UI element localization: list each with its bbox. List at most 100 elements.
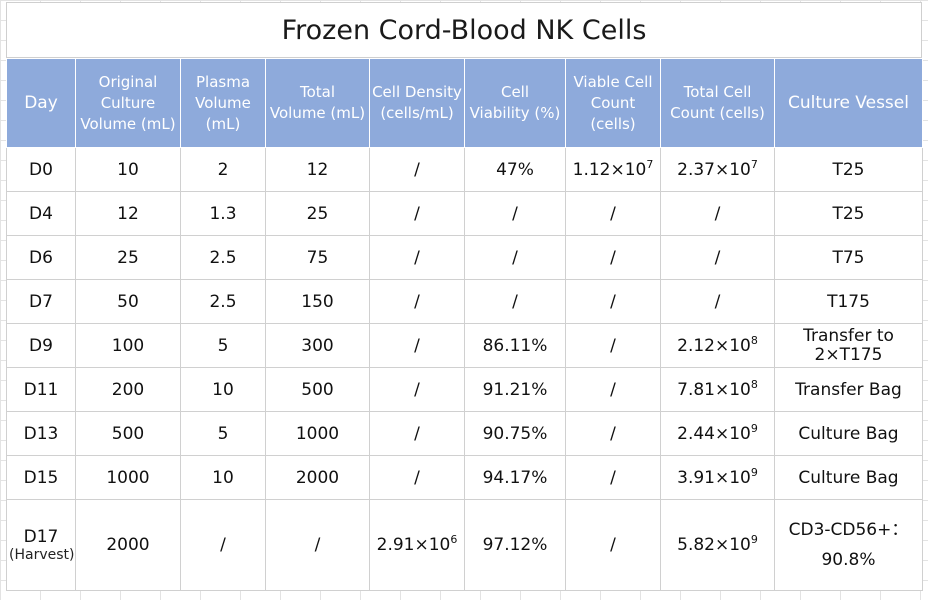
- header-cell-density[interactable]: Cell Density (cells/mL): [369, 58, 465, 148]
- cell-viable-count[interactable]: /: [565, 367, 661, 412]
- cell-viability[interactable]: 97.12%: [464, 499, 566, 591]
- header-viable-count[interactable]: Viable Cell Count (cells): [565, 58, 661, 148]
- cell-culture-vessel[interactable]: T175: [774, 279, 923, 324]
- cell-total-count[interactable]: /: [660, 191, 775, 236]
- cell-original-volume[interactable]: 100: [75, 323, 181, 368]
- cell-total-count[interactable]: 2.12×108: [660, 323, 775, 368]
- cell-total-volume[interactable]: 12: [265, 147, 370, 192]
- cell-viability[interactable]: /: [464, 279, 566, 324]
- cell-viability[interactable]: 91.21%: [464, 367, 566, 412]
- cell-viability[interactable]: 94.17%: [464, 455, 566, 500]
- cell-density[interactable]: /: [369, 279, 465, 324]
- cell-viable-count[interactable]: /: [565, 191, 661, 236]
- cell-total-volume[interactable]: 2000: [265, 455, 370, 500]
- cell-culture-vessel[interactable]: T75: [774, 235, 923, 280]
- cell-density[interactable]: /: [369, 323, 465, 368]
- cell-total-volume[interactable]: 150: [265, 279, 370, 324]
- cell-day[interactable]: D0: [6, 147, 76, 192]
- header-cell-viability[interactable]: Cell Viability (%): [464, 58, 566, 148]
- cell-density[interactable]: /: [369, 411, 465, 456]
- cell-density[interactable]: /: [369, 367, 465, 412]
- value-base: /: [610, 247, 616, 268]
- cell-total-volume[interactable]: 500: [265, 367, 370, 412]
- cell-total-count[interactable]: /: [660, 279, 775, 324]
- cell-total-count[interactable]: 2.37×107: [660, 147, 775, 192]
- cell-total-count[interactable]: 5.82×109: [660, 499, 775, 591]
- harvest-note: (Harvest): [9, 547, 75, 563]
- cell-viable-count[interactable]: /: [565, 411, 661, 456]
- cell-original-volume[interactable]: 500: [75, 411, 181, 456]
- cell-plasma-volume[interactable]: 5: [180, 411, 266, 456]
- cell-original-volume[interactable]: 2000: [75, 499, 181, 591]
- cell-density[interactable]: /: [369, 191, 465, 236]
- header-original-volume[interactable]: Original Culture Volume (mL): [75, 58, 181, 148]
- cell-culture-vessel[interactable]: T25: [774, 191, 923, 236]
- cell-total-volume[interactable]: 25: [265, 191, 370, 236]
- value-base: /: [610, 379, 616, 400]
- cell-culture-vessel[interactable]: CD3-CD56+： 90.8%: [774, 499, 923, 591]
- header-total-count[interactable]: Total Cell Count (cells): [660, 58, 775, 148]
- table-title: Frozen Cord-Blood NK Cells: [6, 2, 922, 58]
- cell-viability[interactable]: 47%: [464, 147, 566, 192]
- cell-original-volume[interactable]: 1000: [75, 455, 181, 500]
- cell-day[interactable]: D6: [6, 235, 76, 280]
- cell-plasma-volume[interactable]: 10: [180, 455, 266, 500]
- cell-viable-count[interactable]: /: [565, 455, 661, 500]
- cell-total-count[interactable]: 2.44×109: [660, 411, 775, 456]
- cell-day[interactable]: D7: [6, 279, 76, 324]
- cell-plasma-volume[interactable]: 1.3: [180, 191, 266, 236]
- value-base: /: [610, 203, 616, 224]
- cell-total-volume[interactable]: 300: [265, 323, 370, 368]
- value-base: /: [610, 335, 616, 356]
- cell-plasma-volume[interactable]: 2.5: [180, 235, 266, 280]
- cell-original-volume[interactable]: 200: [75, 367, 181, 412]
- table-row: D11 200 10 500/91.21%/7.81×108 Transfer Bag: [6, 367, 923, 412]
- cell-density[interactable]: /: [369, 455, 465, 500]
- cell-culture-vessel[interactable]: Transfer Bag: [774, 367, 923, 412]
- header-day[interactable]: Day: [6, 58, 76, 148]
- cell-culture-vessel[interactable]: Culture Bag: [774, 455, 923, 500]
- cell-plasma-volume[interactable]: 2: [180, 147, 266, 192]
- cell-plasma-volume[interactable]: 2.5: [180, 279, 266, 324]
- cell-viable-count[interactable]: /: [565, 235, 661, 280]
- cell-viable-count[interactable]: /: [565, 499, 661, 591]
- header-total-volume[interactable]: Total Volume (mL): [265, 58, 370, 148]
- cell-original-volume[interactable]: 25: [75, 235, 181, 280]
- cell-day[interactable]: D4: [6, 191, 76, 236]
- cell-total-count[interactable]: 3.91×109: [660, 455, 775, 500]
- cell-plasma-volume[interactable]: 5: [180, 323, 266, 368]
- cell-total-volume[interactable]: /: [265, 499, 370, 591]
- cell-density[interactable]: /: [369, 235, 465, 280]
- cell-total-count[interactable]: 7.81×108: [660, 367, 775, 412]
- cell-viability[interactable]: /: [464, 235, 566, 280]
- cell-viability[interactable]: /: [464, 191, 566, 236]
- cell-density[interactable]: 2.91×106: [369, 499, 465, 591]
- cell-viable-count[interactable]: /: [565, 323, 661, 368]
- cell-day[interactable]: D17 (Harvest): [6, 499, 76, 591]
- cell-plasma-volume[interactable]: /: [180, 499, 266, 591]
- cell-original-volume[interactable]: 10: [75, 147, 181, 192]
- cell-viable-count[interactable]: 1.12×107: [565, 147, 661, 192]
- cell-viability[interactable]: 90.75%: [464, 411, 566, 456]
- nk-cell-table: Day Original Culture Volume (mL) Plasma …: [6, 58, 923, 591]
- cell-plasma-volume[interactable]: 10: [180, 367, 266, 412]
- table-body: D0 10 2 12/47% 1.12×107 2.37×107 T25 D4 12 1.3 25/…: [6, 147, 923, 591]
- cell-culture-vessel[interactable]: Culture Bag: [774, 411, 923, 456]
- cell-viability[interactable]: 86.11%: [464, 323, 566, 368]
- cell-day[interactable]: D9: [6, 323, 76, 368]
- value-base: 1.12×10: [572, 159, 647, 180]
- cell-total-volume[interactable]: 1000: [265, 411, 370, 456]
- header-plasma-volume[interactable]: Plasma Volume (mL): [180, 58, 266, 148]
- cell-density[interactable]: /: [369, 147, 465, 192]
- cell-day[interactable]: D15: [6, 455, 76, 500]
- cell-total-count[interactable]: /: [660, 235, 775, 280]
- cell-original-volume[interactable]: 12: [75, 191, 181, 236]
- cell-culture-vessel[interactable]: Transfer to 2×T175: [774, 323, 923, 368]
- header-culture-vessel[interactable]: Culture Vessel: [774, 58, 923, 148]
- cell-viable-count[interactable]: /: [565, 279, 661, 324]
- cell-culture-vessel[interactable]: T25: [774, 147, 923, 192]
- cell-total-volume[interactable]: 75: [265, 235, 370, 280]
- cell-day[interactable]: D11: [6, 367, 76, 412]
- cell-original-volume[interactable]: 50: [75, 279, 181, 324]
- cell-day[interactable]: D13: [6, 411, 76, 456]
